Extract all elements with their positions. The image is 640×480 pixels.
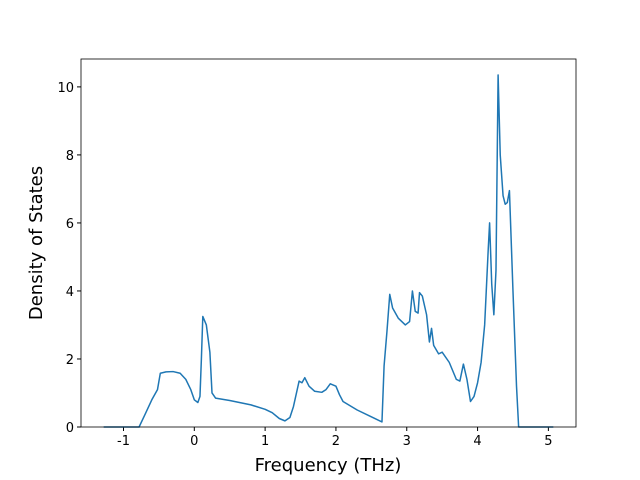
y-axis-label: Density of States: [26, 166, 47, 320]
x-axis-label: Frequency (THz): [255, 455, 402, 476]
line: [103, 74, 554, 428]
x-tick-label: 5: [544, 434, 552, 449]
y-tick-label: 2: [66, 353, 74, 368]
x-tick-label: -1: [117, 434, 130, 449]
x-tick-label: 1: [261, 434, 269, 449]
x-tick-label: 2: [332, 434, 340, 449]
x-tick-label: 3: [403, 434, 411, 449]
x-tick-label: 0: [190, 434, 198, 449]
plot-frame: [80, 58, 577, 428]
y-tick-label: 6: [66, 217, 74, 232]
y-tick-label: 8: [66, 149, 74, 164]
y-tick-label: 0: [66, 421, 74, 436]
y-tick-label: 4: [66, 285, 74, 300]
y-tick-label: 10: [57, 81, 74, 96]
x-tick-label: 4: [473, 434, 481, 449]
